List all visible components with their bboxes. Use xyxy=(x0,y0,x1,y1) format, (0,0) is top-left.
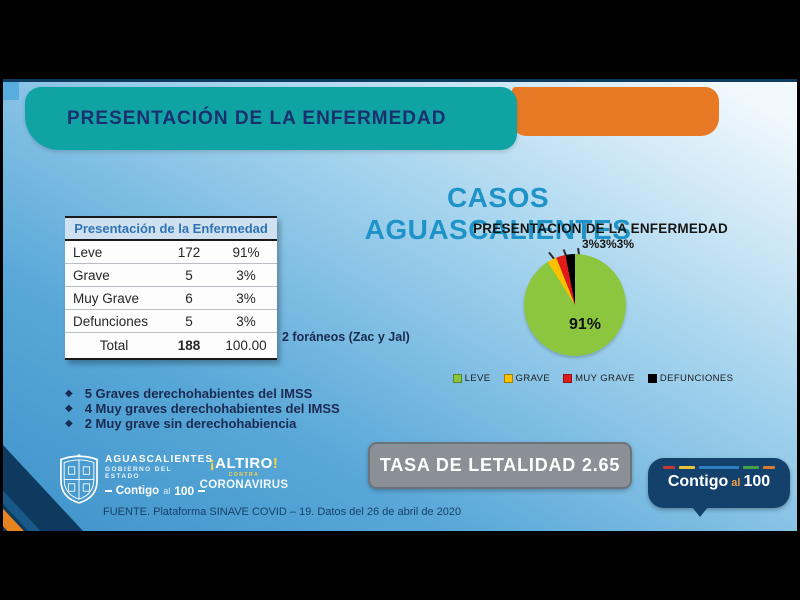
badge-word: Contigo xyxy=(667,473,729,490)
source-note: FUENTE. Plataforma SINAVE COVID – 19. Da… xyxy=(103,506,462,518)
slogan-word: 100 xyxy=(174,484,195,498)
contigo-al-100-badge: Contigo al 100 xyxy=(648,458,790,517)
badge-dash xyxy=(663,466,675,469)
page-title: CASOS AGUASCALIENTES xyxy=(364,182,632,245)
row-value: 6 xyxy=(185,290,193,306)
presentation-slide: PRESENTACIÓN DE LA ENFERMEDAD CASOS AGUA… xyxy=(3,79,797,531)
badge-word: al xyxy=(731,477,741,489)
gobierno-name: AGUASCALIENTES xyxy=(105,454,214,465)
badge-color-dashes xyxy=(648,466,790,469)
pie-outside-label: 3%3%3% xyxy=(581,237,635,251)
altiro-coronavirus: CORONAVIRUS xyxy=(199,479,289,491)
row-label: Grave xyxy=(73,267,110,283)
legend-color-swatch xyxy=(503,374,513,383)
pie-inside-label: 91% xyxy=(568,316,602,333)
exclamation: ¡ xyxy=(209,455,216,472)
slogan-word: Contigo xyxy=(115,485,160,497)
divider xyxy=(198,490,205,492)
table-row: Grave 5 3% xyxy=(65,264,277,287)
row-value: 172 xyxy=(177,244,201,260)
legend-label: DEFUNCIONES xyxy=(659,373,734,384)
legend-label: LEVE xyxy=(464,373,491,384)
badge-dash xyxy=(679,466,695,469)
disease-table: Presentación de la Enfermedad Leve 172 9… xyxy=(65,216,277,360)
table-row: Defunciones 5 3% xyxy=(65,310,277,333)
header-banner: PRESENTACIÓN DE LA ENFERMEDAD xyxy=(25,87,517,150)
legend-color-swatch xyxy=(647,374,657,383)
altiro-title: ¡ALTIRO! xyxy=(199,455,289,472)
bubble-tail xyxy=(692,507,708,517)
altiro-word: ALTIRO xyxy=(215,455,273,472)
notes-list: ◆ 5 Graves derechohabientes del IMSS ◆ 4… xyxy=(65,386,340,431)
lethality-rate-box: TASA DE LETALIDAD 2.65 xyxy=(368,442,632,489)
top-left-chip xyxy=(3,82,19,100)
legend-item: LEVE xyxy=(452,373,491,384)
row-value: 5 xyxy=(185,267,193,283)
row-label: Muy Grave xyxy=(73,290,140,306)
legend-color-swatch xyxy=(563,374,573,383)
badge-dash xyxy=(699,466,739,469)
row-percent: 3% xyxy=(236,267,256,283)
legend-item: DEFUNCIONES xyxy=(647,373,734,384)
row-label: Leve xyxy=(73,244,103,260)
row-label: Defunciones xyxy=(73,313,149,329)
header-banner-label: PRESENTACIÓN DE LA ENFERMEDAD xyxy=(67,107,447,129)
legend-item: MUY GRAVE xyxy=(563,373,635,384)
legend-label: GRAVE xyxy=(515,373,551,384)
row-value: 5 xyxy=(185,313,193,329)
gobierno-slogan: Contigo al 100 xyxy=(105,484,205,498)
total-label: Total xyxy=(99,338,129,353)
diamond-bullet-icon: ◆ xyxy=(65,418,73,429)
chart-title: PRESENTACION DE LA ENFERMEDAD xyxy=(473,221,728,236)
header-banner-orange xyxy=(512,87,719,136)
lethality-rate-label: TASA DE LETALIDAD 2.65 xyxy=(379,455,621,475)
diamond-bullet-icon: ◆ xyxy=(65,388,73,399)
table-row: Leve 172 91% xyxy=(65,241,277,264)
note-text: 2 Muy grave sin derechohabiencia xyxy=(84,416,297,431)
list-item: ◆ 5 Graves derechohabientes del IMSS xyxy=(65,386,340,401)
badge-dash xyxy=(763,466,775,469)
badge-text: Contigo al 100 xyxy=(648,473,790,491)
badge-word: 100 xyxy=(743,473,771,490)
total-percent: 100.00 xyxy=(225,338,267,353)
note-text: 4 Muy graves derechohabientes del IMSS xyxy=(84,401,340,416)
total-value: 188 xyxy=(177,338,201,353)
divider xyxy=(105,490,112,492)
note-text: 5 Graves derechohabientes del IMSS xyxy=(84,386,313,401)
list-item: ◆ 2 Muy grave sin derechohabiencia xyxy=(65,416,340,431)
pie-chart xyxy=(524,254,626,356)
badge-dash xyxy=(743,466,759,469)
row-percent: 3% xyxy=(236,313,256,329)
table-row: Muy Grave 6 3% xyxy=(65,287,277,310)
foreign-cases-note: 2 foráneos (Zac y Jal) xyxy=(282,330,410,344)
diamond-bullet-icon: ◆ xyxy=(65,403,73,414)
row-percent: 3% xyxy=(236,290,256,306)
table-title: Presentación de la Enfermedad xyxy=(65,218,277,241)
list-item: ◆ 4 Muy graves derechohabientes del IMSS xyxy=(65,401,340,416)
row-percent: 91% xyxy=(232,244,260,260)
chart-legend: LEVE GRAVE MUY GRAVE DEFUNCIONES xyxy=(438,373,748,384)
coat-of-arms-icon xyxy=(60,454,98,504)
legend-color-swatch xyxy=(452,374,462,383)
gobierno-logo: AGUASCALIENTES GOBIERNO DEL ESTADO Conti… xyxy=(105,454,214,498)
table-total-row: Total 188 100.00 xyxy=(65,333,277,358)
legend-label: MUY GRAVE xyxy=(575,373,635,384)
exclamation: ! xyxy=(272,455,279,472)
altiro-contra: CONTRA xyxy=(228,472,260,478)
altiro-coronavirus-logo: ¡ALTIRO! CONTRA CORONAVIRUS xyxy=(199,455,289,491)
gobierno-subtitle: GOBIERNO DEL ESTADO xyxy=(105,466,172,480)
slogan-word: al xyxy=(163,486,171,496)
legend-item: GRAVE xyxy=(503,373,551,384)
